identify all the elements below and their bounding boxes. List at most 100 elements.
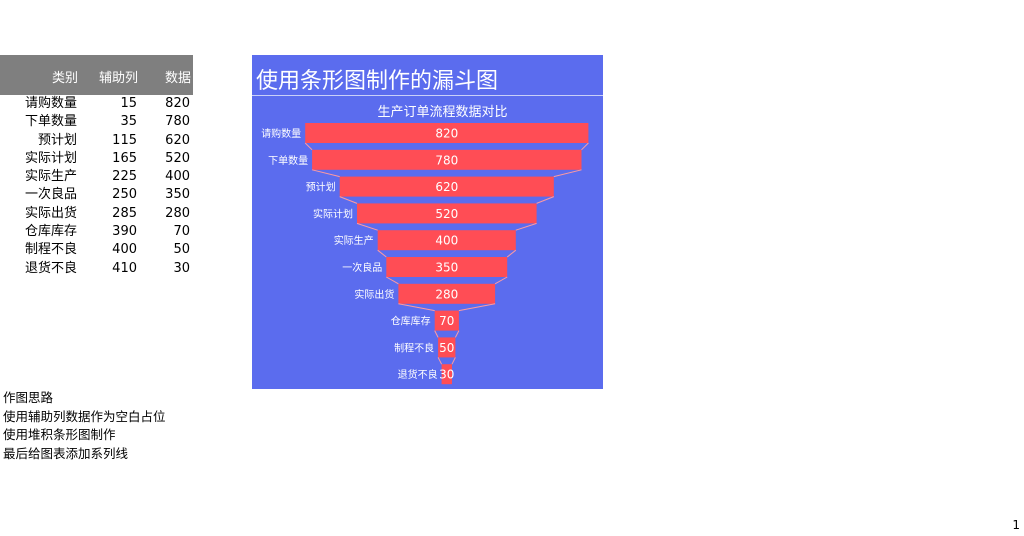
data-label: 350 xyxy=(435,261,458,275)
funnel-bar xyxy=(386,257,508,277)
table-row: 实际出货 285 280 xyxy=(0,205,193,223)
category-label: 预计划 xyxy=(306,181,336,194)
series-line xyxy=(386,276,399,285)
cell-category: 仓库库存 xyxy=(24,224,77,240)
cell-aux: 410 xyxy=(112,260,137,276)
data-label: 400 xyxy=(435,234,458,248)
table-row: 预计划 115 620 xyxy=(0,132,193,150)
cell-aux: 15 xyxy=(120,96,137,111)
table-header: 类别 辅助列 数据 xyxy=(0,55,193,95)
funnel-bar xyxy=(434,310,459,331)
table-body: 请购数量 15 820 下单数量 35 780 预计划 115 620 实际计划 165 520 实际生… xyxy=(0,95,193,278)
cell-aux: 115 xyxy=(112,132,137,148)
data-label: 820 xyxy=(435,127,458,141)
data-label: 30 xyxy=(439,368,454,382)
chart-title: 使用条形图制作的漏斗图 xyxy=(256,69,499,94)
table-row: 下单数量 35 780 xyxy=(0,113,193,131)
cell-category: 一次良品 xyxy=(24,187,77,203)
cell-aux: 285 xyxy=(112,205,137,221)
data-label: 520 xyxy=(435,207,458,221)
series-line xyxy=(304,142,313,151)
table-row: 一次良品 250 350 xyxy=(0,186,193,204)
table-row: 退货不良 410 30 xyxy=(0,260,193,278)
cell-value: 780 xyxy=(165,114,190,130)
data-label: 50 xyxy=(439,341,454,355)
cell-category: 实际出货 xyxy=(24,205,77,221)
series-line xyxy=(458,303,496,312)
funnel-bar xyxy=(398,283,496,304)
data-label: 620 xyxy=(435,180,458,194)
series-line xyxy=(553,169,582,178)
table-row: 实际计划 165 520 xyxy=(0,150,193,168)
category-label: 一次良品 xyxy=(342,261,382,274)
cell-aux: 225 xyxy=(112,169,137,185)
series-line xyxy=(515,222,537,231)
data-table: 类别 辅助列 数据 请购数量 15 820 下单数量 35 780 预计划 115 620 实际计… xyxy=(0,55,193,278)
cell-value: 520 xyxy=(165,150,190,166)
header-aux: 辅助列 xyxy=(99,71,139,86)
table-row: 实际生产 225 400 xyxy=(0,168,193,186)
notes: 作图思路 使用辅助列数据作为空白占位 使用堆积条形图制作 最后给图表添加系列线 xyxy=(3,389,166,463)
category-label: 制程不良 xyxy=(394,341,434,354)
series-line xyxy=(339,196,358,204)
notes-line: 最后给图表添加系列线 xyxy=(3,445,129,461)
cell-aux: 35 xyxy=(120,114,137,130)
series-line xyxy=(311,169,340,178)
cell-category: 退货不良 xyxy=(24,260,77,276)
table-row: 仓库库存 390 70 xyxy=(0,223,193,241)
cell-category: 实际生产 xyxy=(24,169,77,185)
cell-category: 请购数量 xyxy=(24,96,77,111)
data-label: 70 xyxy=(439,314,454,328)
funnel-bar xyxy=(377,230,516,251)
notes-line: 使用辅助列数据作为空白占位 xyxy=(3,408,166,424)
table-row: 请购数量 15 820 xyxy=(0,95,193,113)
cell-value: 820 xyxy=(165,96,190,111)
funnel-bar xyxy=(441,364,452,385)
notes-heading: 作图思路 xyxy=(3,390,54,405)
header-value: 数据 xyxy=(165,71,192,86)
cell-aux: 400 xyxy=(112,242,137,258)
funnel-bar xyxy=(438,337,456,358)
category-label: 实际出货 xyxy=(354,288,394,301)
chart-subtitle: 生产订单流程数据对比 xyxy=(377,105,508,120)
page-number: 1 xyxy=(1012,518,1020,532)
cell-aux: 390 xyxy=(112,224,137,240)
series-line xyxy=(398,303,435,312)
cell-value: 400 xyxy=(165,169,190,185)
category-label: 仓库库存 xyxy=(391,315,431,328)
series-line xyxy=(437,357,443,365)
notes-line: 使用堆积条形图制作 xyxy=(3,427,116,442)
data-label: 280 xyxy=(435,287,458,301)
series-line xyxy=(506,249,517,258)
cell-value: 350 xyxy=(165,187,190,203)
funnel-bar xyxy=(357,203,537,224)
series-line xyxy=(451,357,456,365)
cell-aux: 165 xyxy=(112,150,137,166)
cell-value: 70 xyxy=(173,224,190,240)
series-line xyxy=(434,330,439,338)
funnel-plot: 820 请购数量 780 下单数量 620 预计划 520 实际计划 400 实际生产 350 一次良… xyxy=(261,123,589,385)
series-line xyxy=(536,196,554,204)
series-line xyxy=(581,142,589,151)
series-line xyxy=(356,222,378,231)
funnel-bar xyxy=(312,149,582,170)
funnel-chart: 使用条形图制作的漏斗图 生产订单流程数据对比 820 请购数量 780 下单数量 620… xyxy=(252,55,603,389)
category-label: 下单数量 xyxy=(268,154,308,167)
series-line xyxy=(494,276,508,285)
series-line xyxy=(377,249,387,258)
cell-value: 50 xyxy=(173,242,190,258)
category-label: 请购数量 xyxy=(261,127,301,140)
header-category: 类别 xyxy=(52,71,79,86)
cell-value: 30 xyxy=(173,260,190,276)
table-row: 制程不良 400 50 xyxy=(0,241,193,259)
category-label: 实际生产 xyxy=(334,234,374,247)
cell-category: 预计划 xyxy=(37,132,77,148)
category-label: 实际计划 xyxy=(313,207,353,220)
data-label: 780 xyxy=(435,153,458,167)
category-label: 退货不良 xyxy=(398,368,438,381)
series-line xyxy=(454,330,460,338)
funnel-bar xyxy=(305,123,589,143)
cell-category: 制程不良 xyxy=(24,242,77,258)
cell-category: 下单数量 xyxy=(24,114,77,130)
cell-category: 实际计划 xyxy=(24,150,77,166)
